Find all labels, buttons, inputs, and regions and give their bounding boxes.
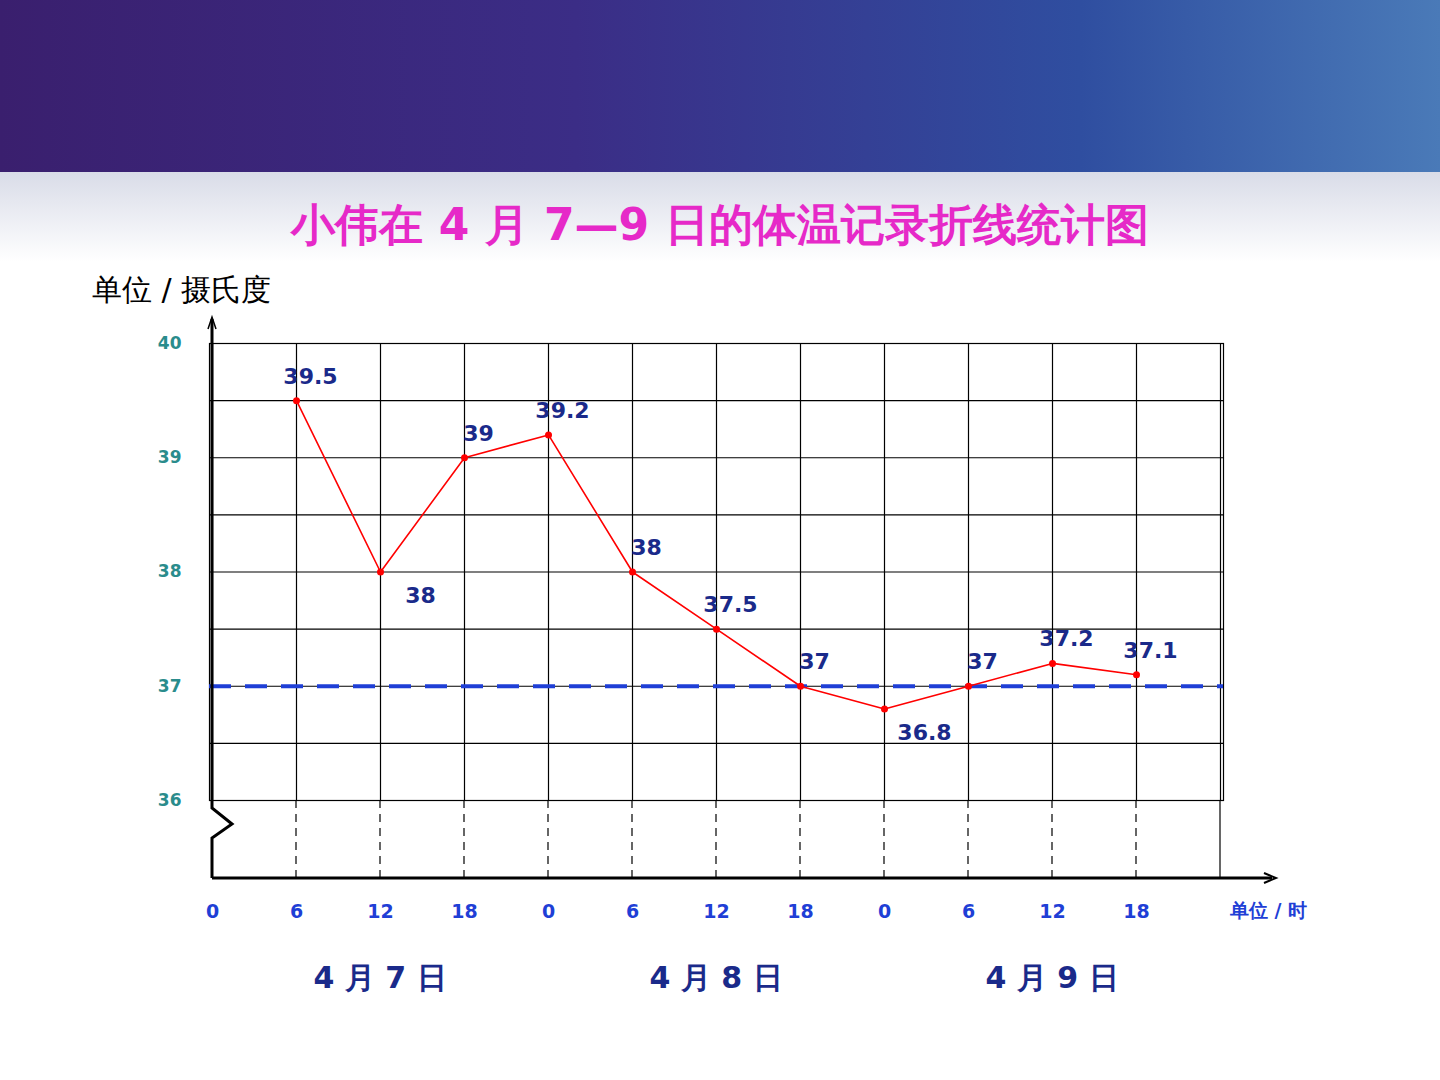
svg-text:12: 12	[367, 900, 393, 922]
svg-text:37.5: 37.5	[703, 592, 757, 617]
svg-text:37.2: 37.2	[1039, 626, 1093, 651]
html-text:小伟在 4 月 7—9 日的体温记录折线统计图: 小伟在 4 月 7—9 日的体温记录折线统计图	[291, 199, 1149, 250]
svg-text:12: 12	[1039, 900, 1065, 922]
html-text:单位 / 摄氏度: 单位 / 摄氏度	[92, 272, 272, 307]
svg-text:18: 18	[787, 900, 813, 922]
svg-text:4 月 8 日: 4 月 8 日	[649, 960, 782, 995]
svg-text:39: 39	[463, 421, 494, 446]
svg-text:37: 37	[799, 649, 830, 674]
svg-text:0: 0	[878, 900, 891, 922]
svg-text:12: 12	[703, 900, 729, 922]
svg-text:6: 6	[626, 900, 639, 922]
svg-text:4 月 9 日: 4 月 9 日	[985, 960, 1118, 995]
svg-text:37: 37	[158, 676, 182, 696]
svg-text:36.8: 36.8	[897, 720, 951, 745]
svg-text:38: 38	[631, 535, 662, 560]
svg-text:40: 40	[158, 333, 182, 353]
svg-text:18: 18	[1123, 900, 1149, 922]
svg-text:6: 6	[962, 900, 975, 922]
svg-text:36: 36	[158, 790, 182, 810]
svg-text:6: 6	[290, 900, 303, 922]
svg-text:37.1: 37.1	[1123, 638, 1177, 663]
svg-text:39: 39	[158, 447, 182, 467]
svg-text:39.2: 39.2	[535, 398, 589, 423]
svg-text:单位 / 时: 单位 / 时	[1229, 899, 1307, 921]
svg-text:0: 0	[206, 900, 219, 922]
svg-text:18: 18	[451, 900, 477, 922]
svg-text:38: 38	[405, 583, 436, 608]
svg-text:37: 37	[967, 649, 998, 674]
svg-text:39.5: 39.5	[283, 364, 337, 389]
svg-text:0: 0	[542, 900, 555, 922]
svg-text:4 月 7 日: 4 月 7 日	[313, 960, 446, 995]
svg-text:38: 38	[158, 561, 182, 581]
